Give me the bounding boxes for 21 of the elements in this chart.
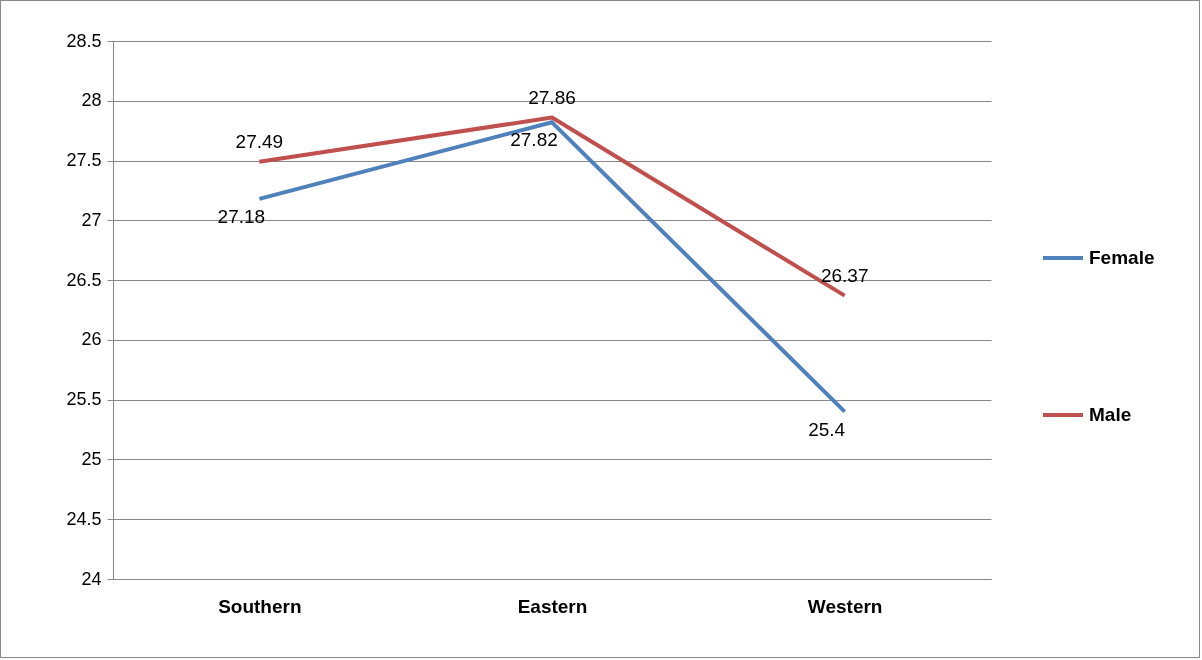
legend-label: Male [1089,404,1132,425]
y-tick-label: 28 [81,90,102,111]
data-label: 26.37 [820,264,869,286]
y-tick-label: 24.5 [66,508,102,529]
x-tick-label: Eastern [517,595,588,617]
y-tick-label: 26.5 [66,269,102,290]
x-tick-label: Western [807,595,883,617]
y-tick-label: 27 [81,209,102,230]
y-tick-label: 24 [81,568,102,589]
data-label: 27.49 [235,130,284,152]
y-tick-label: 25.5 [66,389,102,410]
data-label: 25.4 [808,418,846,440]
x-tick-label: Southern [218,595,302,617]
y-tick-label: 25 [81,448,102,469]
data-label: 27.86 [528,86,576,108]
data-label: 27.82 [510,129,558,151]
legend-label: Female [1089,247,1155,268]
data-label: 27.18 [217,205,266,227]
y-tick-label: 28.5 [66,30,102,51]
y-tick-label: 26 [81,329,102,350]
y-tick-label: 27.5 [66,150,102,171]
